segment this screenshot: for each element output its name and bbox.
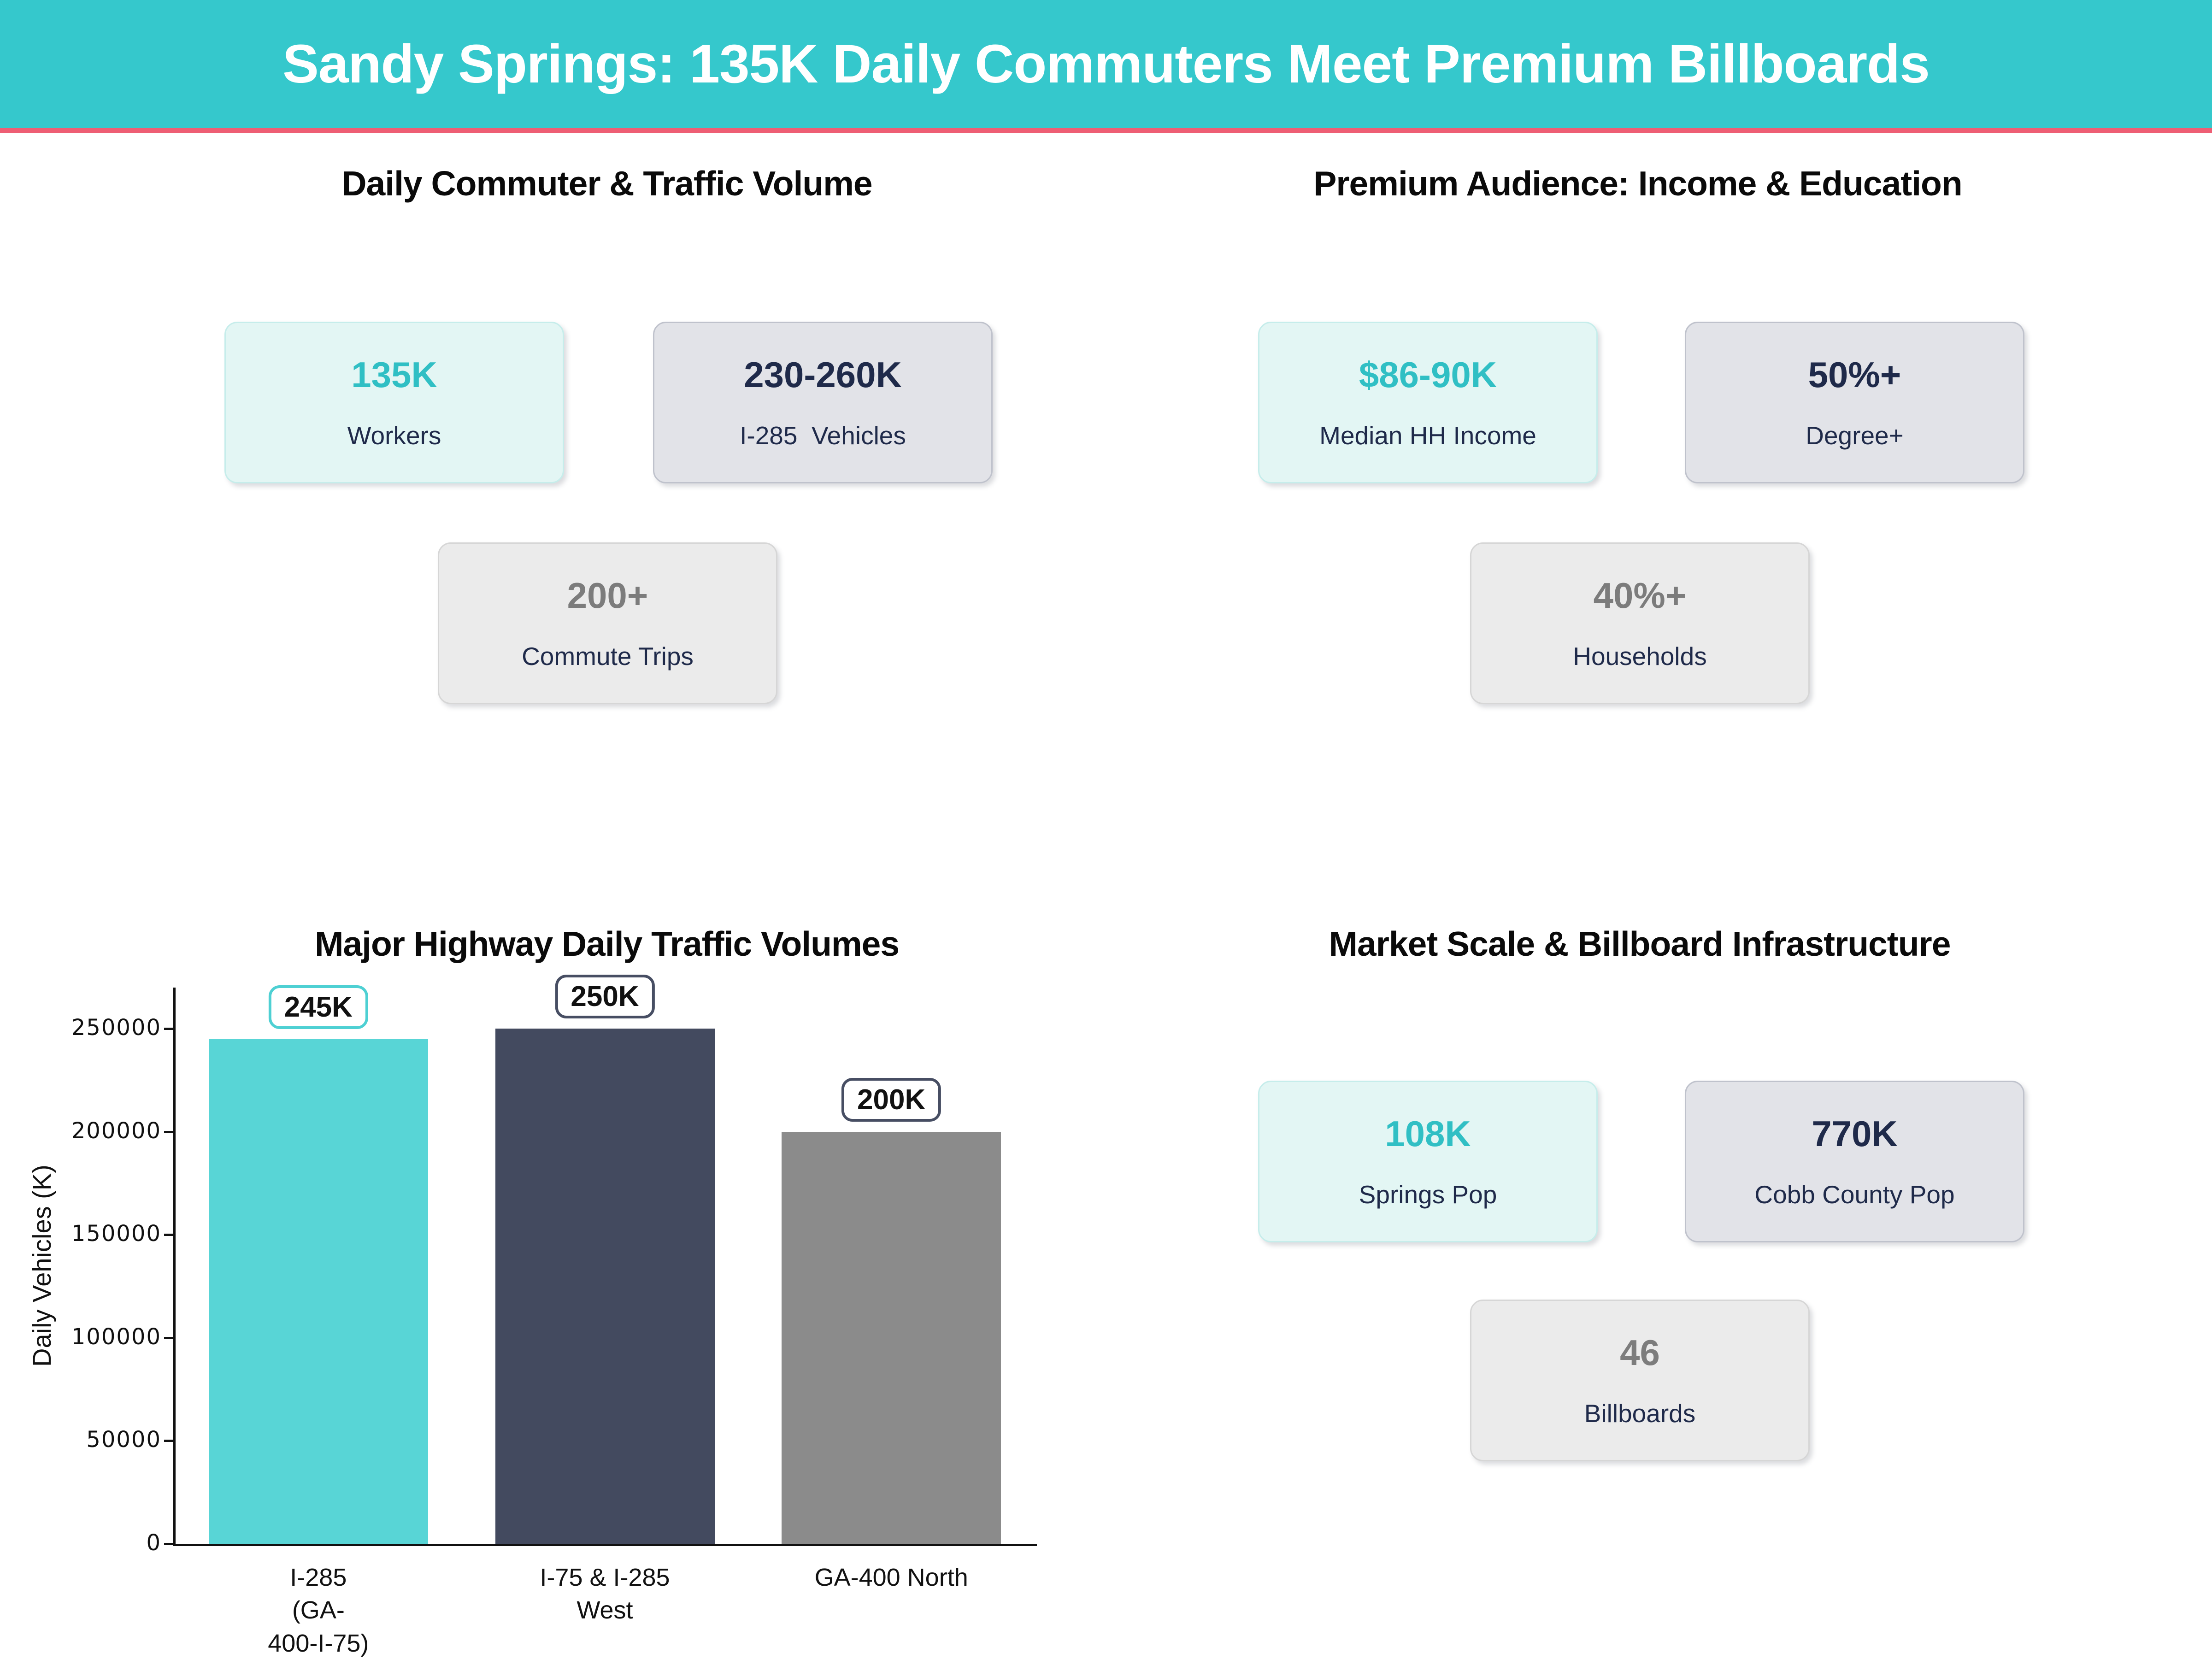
header-accent-strip <box>0 128 2212 133</box>
y-axis-label: Daily Vehicles (K) <box>27 1165 56 1367</box>
stat-value-springs-pop: 108K <box>1385 1113 1471 1154</box>
chart-major-highway-traffic: Major Highway Daily Traffic Volumes Dail… <box>0 912 1106 1659</box>
section-title-audience: Premium Audience: Income & Education <box>1313 164 1962 203</box>
stat-label-households: Households <box>1573 642 1707 671</box>
stat-value-i285-vehicles: 230-260K <box>744 354 902 395</box>
stat-label-cobb-pop: Cobb County Pop <box>1754 1180 1955 1209</box>
stat-value-cobb-pop: 770K <box>1812 1113 1898 1154</box>
section-daily-commuter: Daily Commuter & Traffic Volume 135K Wor… <box>0 133 1106 912</box>
bar-1 <box>208 1039 428 1544</box>
stat-value-degree: 50%+ <box>1808 354 1901 395</box>
x-axis-category-label-3: GA-400 North <box>814 1564 968 1591</box>
y-axis-tick-label: 50000 <box>86 1427 161 1453</box>
y-axis-tick-label: 200000 <box>71 1118 161 1144</box>
chart-title: Major Highway Daily Traffic Volumes <box>314 924 900 963</box>
y-axis-spine <box>173 988 176 1546</box>
stat-card-commute-trips: 200+ Commute Trips <box>438 542 777 704</box>
section-title-market: Market Scale & Billboard Infrastructure <box>1329 924 1951 963</box>
section-market-scale: Market Scale & Billboard Infrastructure … <box>1106 912 2212 1659</box>
stat-label-i285-vehicles: I-285 Vehicles <box>740 421 906 450</box>
stat-value-commute-trips: 200+ <box>567 575 648 616</box>
y-axis-tick <box>164 1543 173 1545</box>
stat-label-workers: Workers <box>347 421 441 450</box>
section-premium-audience: Premium Audience: Income & Education $86… <box>1106 133 2212 912</box>
y-axis-tick <box>164 1028 173 1030</box>
x-axis-spine <box>173 1544 1037 1546</box>
y-axis-tick <box>164 1234 173 1236</box>
bar-3 <box>782 1131 1001 1544</box>
stat-card-cobb-pop: 770K Cobb County Pop <box>1685 1081 2024 1242</box>
stat-value-median-income: $86-90K <box>1359 354 1497 395</box>
stat-card-i285-vehicles: 230-260K I-285 Vehicles <box>653 322 993 483</box>
header-banner: Sandy Springs: 135K Daily Commuters Meet… <box>0 0 2212 128</box>
bar-value-label-3: 200K <box>841 1077 941 1122</box>
stat-label-commute-trips: Commute Trips <box>522 642 694 671</box>
bar-value-label-1: 245K <box>268 985 368 1029</box>
y-axis-tick <box>164 1440 173 1442</box>
stat-label-springs-pop: Springs Pop <box>1359 1180 1497 1209</box>
stat-value-billboards: 46 <box>1620 1332 1660 1373</box>
page-title: Sandy Springs: 135K Daily Commuters Meet… <box>282 34 1930 94</box>
x-axis-category-label-2: I-75 & I-285 West <box>540 1564 670 1624</box>
stat-card-households: 40%+ Households <box>1470 542 1810 704</box>
y-axis-tick-label: 100000 <box>71 1324 161 1350</box>
stat-label-median-income: Median HH Income <box>1319 421 1536 450</box>
y-axis-tick <box>164 1336 173 1339</box>
stat-card-billboards: 46 Billboards <box>1470 1300 1810 1461</box>
x-axis-category-label-1: I-285 (GA- 400-I-75) <box>268 1564 369 1657</box>
stat-card-median-income: $86-90K Median HH Income <box>1258 322 1598 483</box>
y-axis-tick-label: 0 <box>146 1530 161 1556</box>
stat-label-degree: Degree+ <box>1806 421 1904 450</box>
bar-2 <box>495 1029 715 1544</box>
stat-value-households: 40%+ <box>1593 575 1687 616</box>
stat-value-workers: 135K <box>351 354 437 395</box>
section-title-commuter: Daily Commuter & Traffic Volume <box>341 164 872 203</box>
stat-label-billboards: Billboards <box>1584 1399 1696 1428</box>
stat-card-springs-pop: 108K Springs Pop <box>1258 1081 1598 1242</box>
bar-value-label-2: 250K <box>555 975 655 1019</box>
stat-card-workers: 135K Workers <box>224 322 564 483</box>
y-axis-tick-label: 250000 <box>71 1015 161 1041</box>
y-axis-tick-label: 150000 <box>71 1221 161 1247</box>
y-axis-tick <box>164 1130 173 1133</box>
stat-card-degree: 50%+ Degree+ <box>1685 322 2024 483</box>
